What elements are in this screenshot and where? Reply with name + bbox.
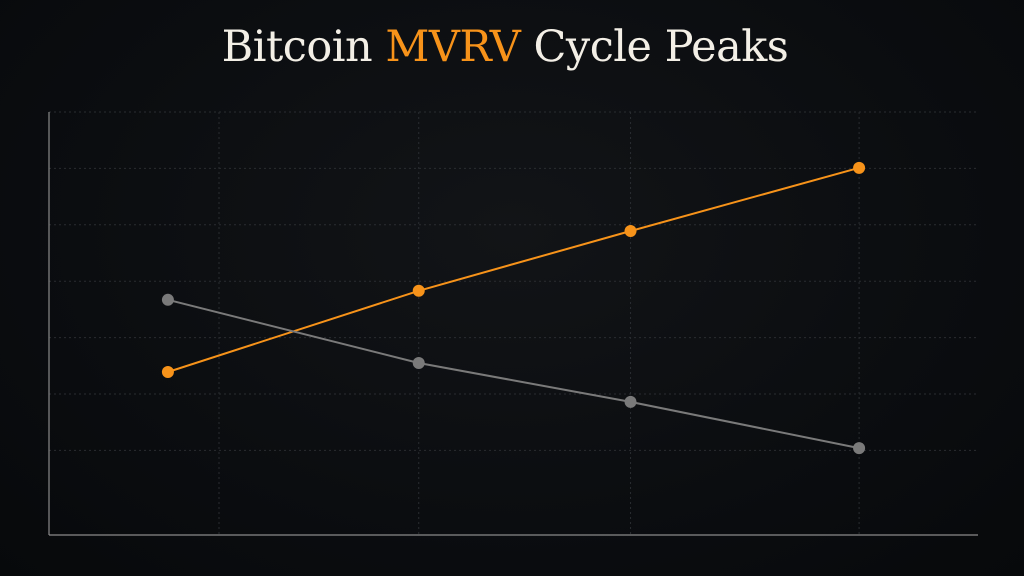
series-1-point (412, 356, 425, 369)
series-1-point (853, 442, 866, 455)
series-0-line (167, 166, 860, 373)
title-post: Cycle Peaks (520, 22, 789, 72)
title-highlight: MVRV (385, 22, 521, 72)
series-0-point (412, 284, 425, 297)
title-pre: Bitcoin (221, 22, 386, 72)
chart-title: Bitcoin MVRV Cycle Peaks (0, 22, 1010, 72)
series-0-point (853, 161, 866, 174)
series-1-point (624, 395, 637, 408)
series-1-line (167, 298, 860, 450)
series-0-point (624, 225, 637, 238)
series-1-point (161, 293, 174, 306)
series-0-point (161, 366, 174, 379)
